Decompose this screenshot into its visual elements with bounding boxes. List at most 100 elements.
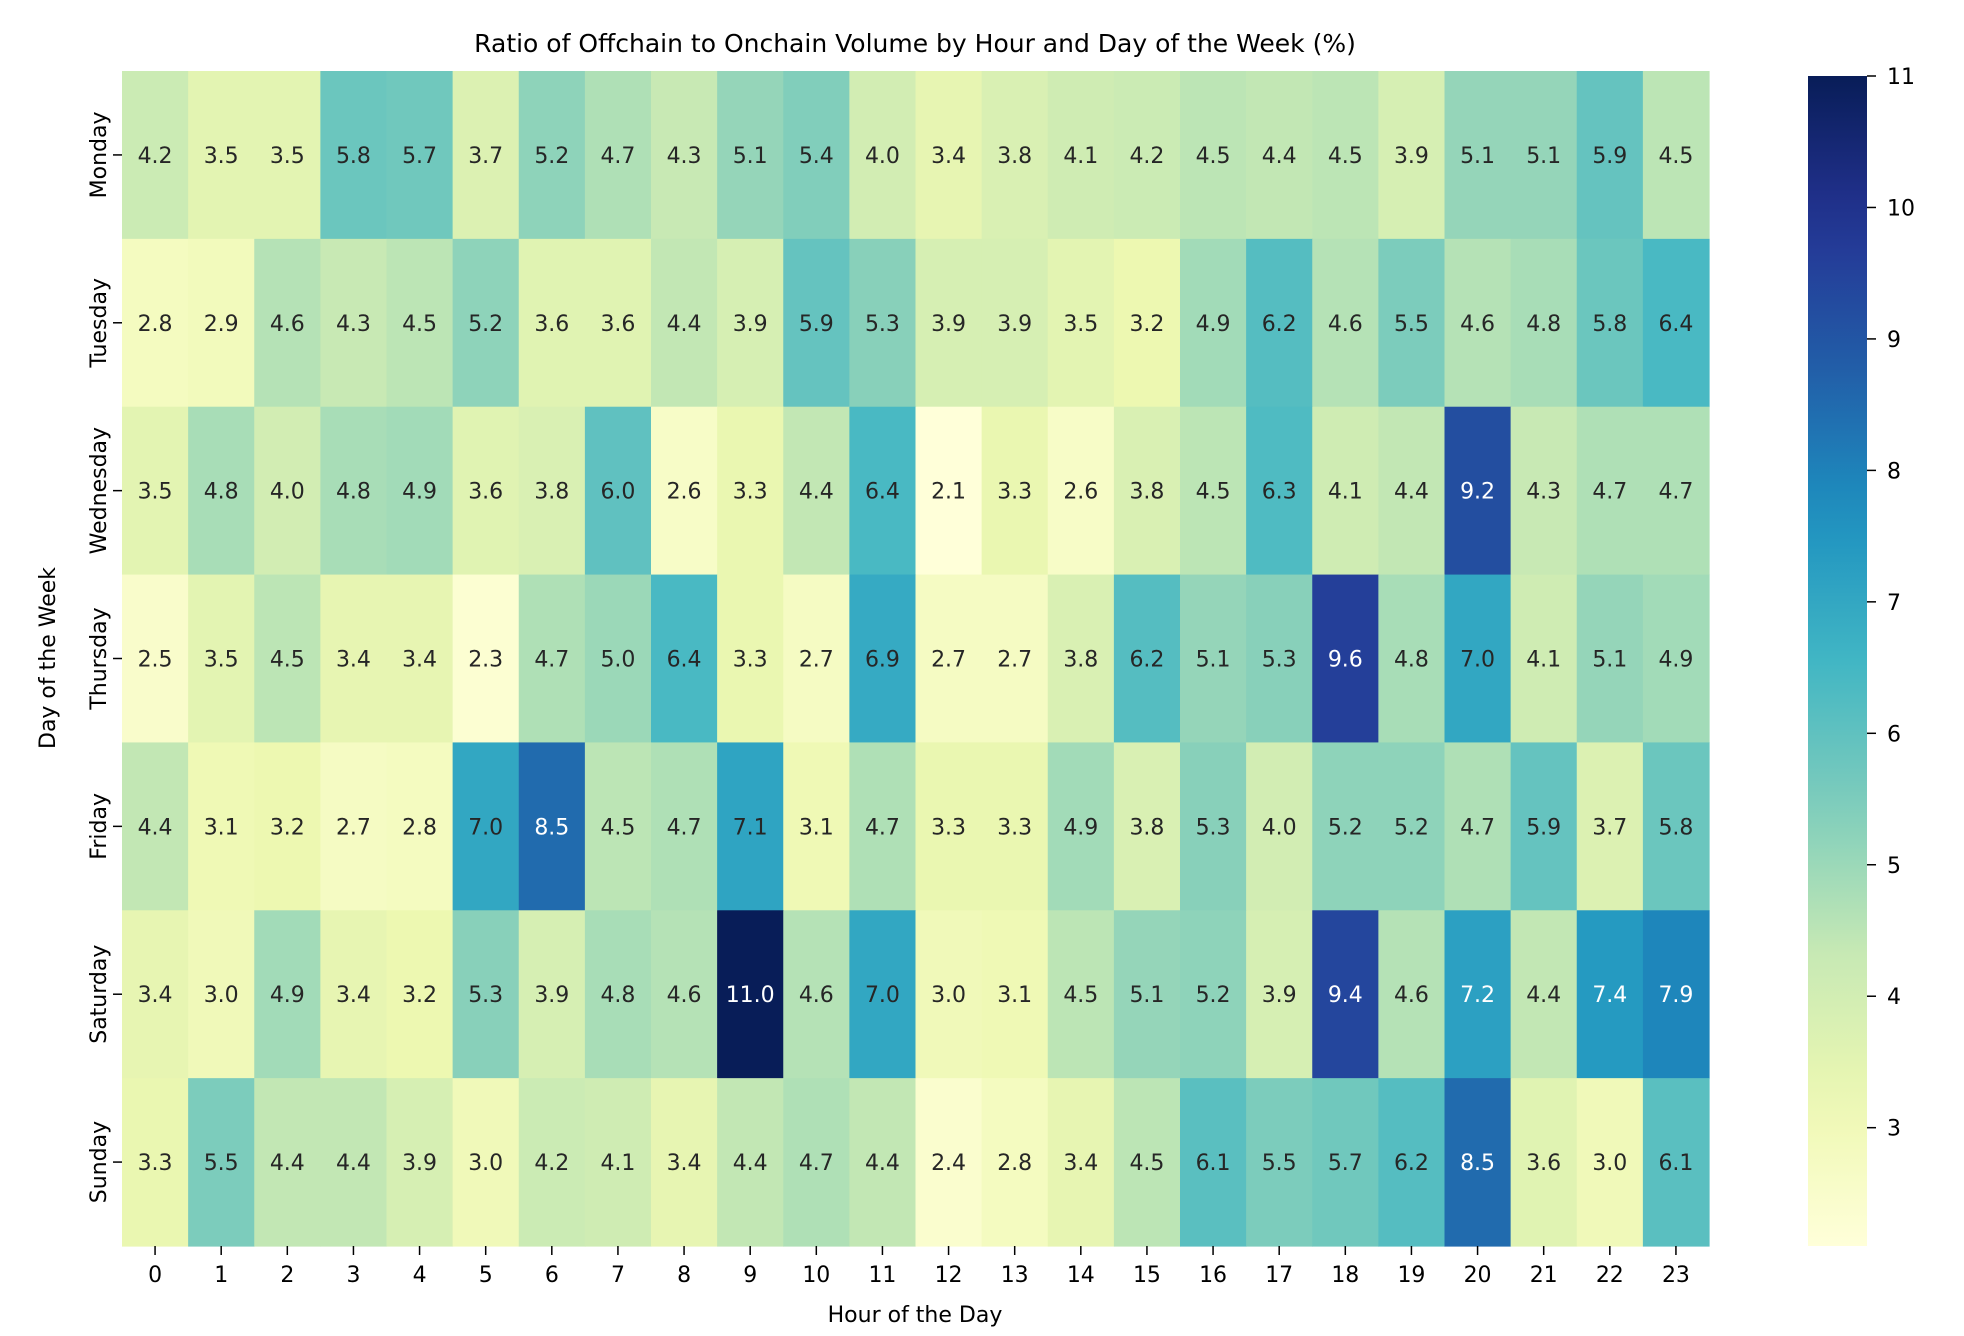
- heatmap-cell: [1312, 910, 1379, 1079]
- heatmap-cell: [1047, 406, 1115, 576]
- heatmap-cell: [584, 238, 652, 408]
- cell-value-label: 4.7: [1592, 480, 1627, 505]
- heatmap-cells: 4.2 3.5 3.5 5.8 5.7 3.7 5.2 4.7 4.3 5.1 5.4 4.0 3.4 3…: [122, 71, 1710, 1247]
- cell-value-label: 4.5: [600, 815, 635, 840]
- heatmap-cell: [254, 406, 321, 576]
- heatmap-cell: [518, 406, 586, 576]
- heatmap-cell: [1180, 71, 1247, 240]
- cell-value-label: 6.4: [667, 648, 702, 673]
- heatmap-cell: [1378, 910, 1446, 1079]
- cell-value-label: 4.8: [336, 480, 371, 505]
- heatmap-cell: [584, 71, 652, 240]
- y-tick-label: Saturday: [87, 945, 112, 1044]
- heatmap-cell: [1444, 574, 1512, 744]
- heatmap-cell: [584, 574, 652, 744]
- heatmap-cell: [188, 910, 255, 1079]
- heatmap-cell: [651, 910, 718, 1079]
- y-axis-ticks: Monday Tuesday Wednesday Thursday Friday Satu…: [87, 111, 122, 1203]
- cell-value-label: 4.6: [667, 983, 702, 1008]
- cell-value-label: 4.7: [534, 648, 569, 673]
- cell-value-label: 4.4: [667, 312, 702, 337]
- heatmap-cell: [1246, 574, 1313, 744]
- cell-value-label: 6.3: [1262, 480, 1297, 505]
- cell-value-label: 5.1: [1592, 648, 1627, 673]
- heatmap-cell: [518, 574, 586, 744]
- heatmap-cell: [1312, 742, 1379, 911]
- cell-value-label: 5.8: [1658, 815, 1693, 840]
- cell-value-label: 3.5: [138, 480, 173, 505]
- heatmap-cell: [1576, 910, 1644, 1079]
- x-tick-label: 4: [413, 1263, 427, 1288]
- cell-value-label: 3.3: [997, 480, 1032, 505]
- heatmap-cell: [188, 406, 255, 576]
- cell-value-label: 5.2: [1394, 815, 1429, 840]
- cell-value-label: 4.4: [799, 480, 834, 505]
- heatmap-cell: [584, 406, 652, 576]
- cell-value-label: 2.6: [667, 480, 702, 505]
- heatmap-cell: [915, 238, 983, 408]
- cell-value-label: 4.7: [865, 815, 900, 840]
- cell-value-label: 6.2: [1262, 312, 1297, 337]
- colorbar-tick-label: 3: [1887, 1117, 1901, 1142]
- heatmap-cell: [651, 238, 718, 408]
- cell-value-label: 5.3: [865, 312, 900, 337]
- heatmap-cell: [1510, 71, 1578, 240]
- cell-value-label: 3.0: [468, 1151, 503, 1176]
- x-tick-label: 22: [1596, 1263, 1624, 1288]
- cell-value-label: 6.4: [865, 480, 900, 505]
- heatmap-cell: [188, 742, 255, 911]
- heatmap-cell: [717, 742, 784, 911]
- cell-value-label: 3.0: [204, 983, 239, 1008]
- cell-value-label: 4.5: [1196, 144, 1231, 169]
- cell-value-label: 4.7: [799, 1151, 834, 1176]
- cell-value-label: 4.7: [667, 815, 702, 840]
- heatmap-cell: [1444, 238, 1512, 408]
- heatmap-cell: [320, 910, 388, 1079]
- heatmap-cell: [1510, 1078, 1578, 1247]
- cell-value-label: 3.3: [733, 648, 768, 673]
- cell-value-label: 4.3: [1526, 480, 1561, 505]
- cell-value-label: 4.0: [270, 480, 305, 505]
- cell-value-label: 3.1: [799, 815, 834, 840]
- cell-value-label: 4.8: [1394, 648, 1429, 673]
- cell-value-label: 5.7: [402, 144, 437, 169]
- heatmap-cell: [1444, 742, 1512, 911]
- heatmap-cell: [386, 574, 454, 744]
- heatmap-cell: [320, 742, 388, 911]
- cell-value-label: 3.8: [997, 144, 1032, 169]
- heatmap-cell: [1180, 574, 1247, 744]
- heatmap-cell: [915, 910, 983, 1079]
- heatmap-cell: [188, 574, 255, 744]
- cell-value-label: 3.8: [1129, 815, 1164, 840]
- y-tick-label: Sunday: [87, 1121, 112, 1203]
- cell-value-label: 4.8: [1526, 312, 1561, 337]
- cell-value-label: 2.3: [468, 648, 503, 673]
- cell-value-label: 4.4: [336, 1151, 371, 1176]
- cell-value-label: 7.4: [1592, 983, 1627, 1008]
- cell-value-label: 7.9: [1658, 983, 1693, 1008]
- cell-value-label: 7.0: [1460, 648, 1495, 673]
- heatmap-cell: [254, 1078, 321, 1247]
- x-axis-ticks: 0 1 2 3 4 5 6 7 8 9 10 11 12 13 14 15 16 17 18 19 20 21 22 23: [148, 1246, 1690, 1288]
- cell-value-label: 4.4: [1526, 983, 1561, 1008]
- heatmap-cell: [518, 1078, 586, 1247]
- heatmap-cell: [1312, 71, 1379, 240]
- heatmap-cell: [188, 1078, 255, 1247]
- x-tick-label: 8: [677, 1263, 691, 1288]
- heatmap-cell: [254, 71, 321, 240]
- cell-value-label: 3.7: [1592, 815, 1627, 840]
- colorbar-tick-label: 7: [1887, 591, 1901, 616]
- x-tick-label: 18: [1331, 1263, 1359, 1288]
- heatmap-cell: [1444, 1078, 1512, 1247]
- heatmap-cell: [1113, 742, 1181, 911]
- cell-value-label: 3.3: [138, 1151, 173, 1176]
- cell-value-label: 3.4: [1063, 1151, 1098, 1176]
- cell-value-label: 5.2: [534, 144, 569, 169]
- cell-value-label: 3.9: [402, 1151, 437, 1176]
- heatmap-cell: [1510, 238, 1578, 408]
- x-tick-label: 21: [1530, 1263, 1558, 1288]
- cell-value-label: 5.8: [1592, 312, 1627, 337]
- cell-value-label: 3.1: [997, 983, 1032, 1008]
- heatmap-cell: [518, 910, 586, 1079]
- heatmap-cell: [320, 71, 388, 240]
